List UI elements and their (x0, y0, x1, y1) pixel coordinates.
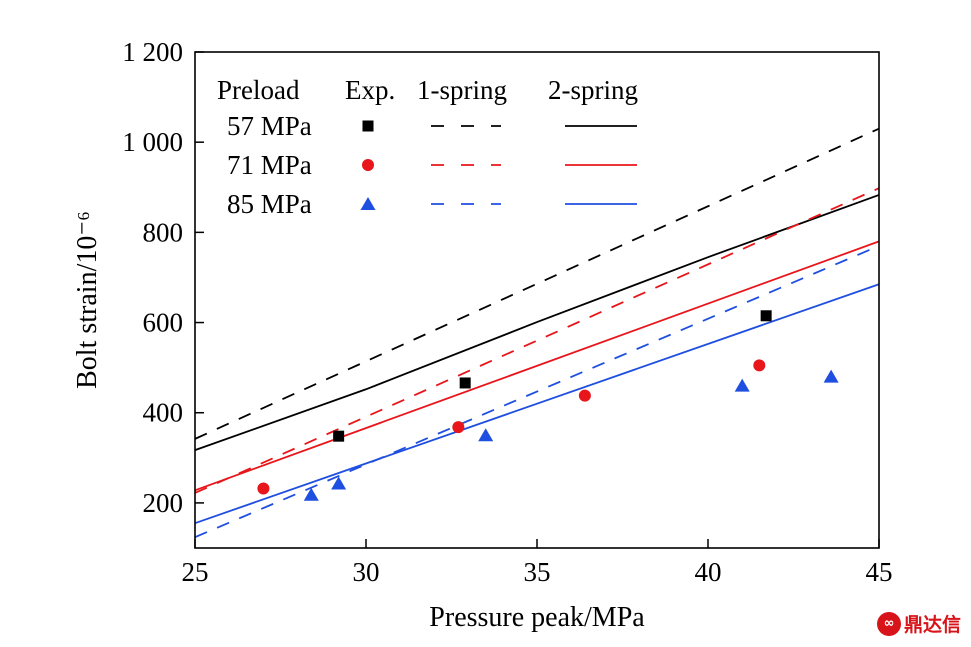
exp-point (753, 359, 766, 372)
exp-point (257, 482, 270, 495)
watermark-logo-icon: ∞ (876, 611, 901, 636)
experimental-markers (257, 310, 839, 501)
legend-header: 2-spring (548, 75, 638, 105)
one-spring-line (194, 127, 880, 440)
exp-point (303, 487, 319, 501)
exp-point (734, 378, 750, 392)
exp-point (333, 430, 345, 442)
y-tick-label: 200 (143, 488, 184, 518)
legend-marker (362, 159, 374, 171)
legend-marker (360, 197, 376, 210)
y-tick-label: 1 000 (122, 127, 183, 157)
legend-series-name: 85 MPa (227, 189, 312, 219)
exp-point (578, 389, 591, 402)
exp-point (459, 377, 471, 389)
exp-point (331, 476, 347, 490)
y-tick-label: 800 (143, 217, 184, 247)
y-axis-label: Bolt strain/10⁻⁶ (72, 211, 103, 389)
x-tick-label: 30 (353, 557, 380, 587)
two-spring-line (194, 194, 880, 452)
exp-point (823, 369, 839, 383)
one-spring-line (194, 245, 880, 539)
legend-header: Preload (217, 75, 300, 105)
legend: Preload Exp. 1-spring 2-spring 57 MPa 71 MPa 8… (217, 75, 638, 219)
one-spring-line (194, 187, 880, 494)
exp-point (760, 310, 772, 322)
x-axis-label: Pressure peak/MPa (429, 602, 645, 633)
watermark: ∞ 鼎达信 (876, 610, 961, 637)
legend-series-name: 71 MPa (227, 150, 312, 180)
legend-series-name: 57 MPa (227, 111, 312, 141)
exp-point (452, 421, 465, 434)
x-tick-label: 40 (695, 557, 722, 587)
legend-header: Exp. (345, 75, 395, 105)
y-tick-label: 600 (143, 308, 184, 338)
legend-header: 1-spring (417, 75, 507, 105)
y-tick-label: 1 200 (122, 37, 183, 67)
y-tick-label: 400 (143, 398, 184, 428)
two-spring-line (194, 283, 880, 525)
watermark-text: 鼎达信 (903, 614, 961, 636)
axis-ticks: 25 30 35 40 45 200 400 600 800 1 000 1 200 (122, 37, 892, 587)
two-spring-line (194, 240, 880, 492)
legend-marker (362, 120, 374, 132)
x-tick-label: 25 (182, 557, 209, 587)
model-lines (194, 127, 880, 539)
exp-point (478, 428, 494, 442)
x-tick-label: 45 (866, 557, 893, 587)
x-tick-label: 35 (524, 557, 551, 587)
